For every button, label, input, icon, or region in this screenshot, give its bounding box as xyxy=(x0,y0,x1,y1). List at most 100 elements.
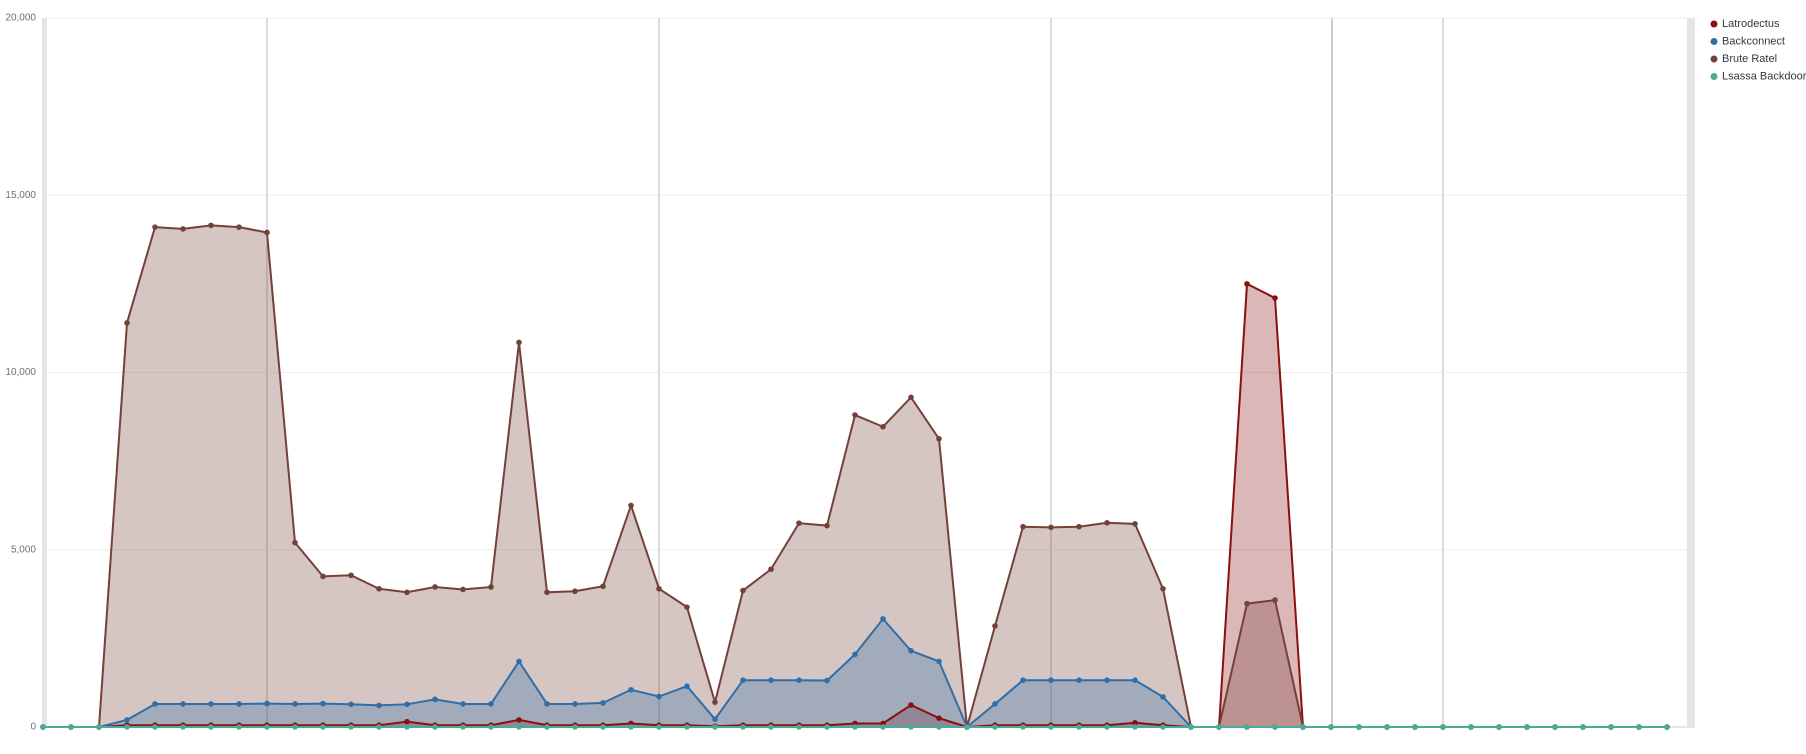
point xyxy=(600,700,606,706)
point xyxy=(236,224,242,230)
legend-marker xyxy=(1710,55,1718,63)
point xyxy=(1076,523,1082,530)
point xyxy=(1104,677,1110,684)
point xyxy=(404,589,410,596)
point xyxy=(936,715,942,721)
point xyxy=(992,623,998,629)
point xyxy=(628,502,634,509)
point xyxy=(1160,694,1166,700)
point xyxy=(964,724,970,730)
legend: Latrodectus Backconnect Brute Ratel Lsassa … xyxy=(1710,18,1806,82)
point xyxy=(544,589,550,596)
point xyxy=(180,701,186,707)
point xyxy=(824,677,830,684)
legend-label: Backconnect xyxy=(1722,35,1785,47)
point xyxy=(1216,724,1222,730)
point xyxy=(740,587,746,594)
point xyxy=(1132,724,1138,730)
legend-item[interactable]: Backconnect xyxy=(1710,35,1785,47)
legend-marker xyxy=(1710,20,1718,28)
point xyxy=(348,701,354,708)
y-tick-label: 0 xyxy=(30,722,36,733)
point xyxy=(572,701,578,707)
point xyxy=(208,724,214,730)
point xyxy=(824,724,830,730)
point xyxy=(1020,523,1026,530)
point xyxy=(908,724,914,730)
point xyxy=(1048,724,1054,730)
point xyxy=(40,724,46,730)
point xyxy=(320,573,326,580)
point xyxy=(236,701,242,707)
point xyxy=(1020,677,1026,684)
point xyxy=(180,226,186,232)
point xyxy=(572,588,578,595)
point xyxy=(600,724,606,730)
point xyxy=(1020,724,1026,730)
point xyxy=(488,701,494,707)
point xyxy=(264,724,270,730)
point xyxy=(1160,724,1166,730)
point xyxy=(152,724,158,730)
point xyxy=(656,693,662,700)
point xyxy=(936,724,942,730)
point xyxy=(936,435,942,442)
point xyxy=(1188,724,1194,730)
point xyxy=(796,520,802,526)
point xyxy=(1468,724,1474,730)
point xyxy=(572,724,578,730)
point xyxy=(124,320,130,326)
point xyxy=(768,566,774,573)
point xyxy=(404,718,410,725)
point xyxy=(124,724,130,730)
point xyxy=(712,716,718,723)
point xyxy=(1132,719,1138,726)
point xyxy=(320,724,326,730)
point xyxy=(796,677,802,684)
point xyxy=(880,616,886,622)
legend-item[interactable]: Lsassa Backdoor xyxy=(1710,70,1806,82)
point xyxy=(236,724,242,730)
legend-item[interactable]: Brute Ratel xyxy=(1710,53,1778,65)
legend-label: Lsassa Backdoor xyxy=(1722,70,1806,82)
point xyxy=(404,701,410,708)
point xyxy=(460,724,466,730)
point xyxy=(1664,724,1670,730)
point xyxy=(488,724,494,730)
point xyxy=(1272,295,1278,301)
point xyxy=(1244,281,1250,287)
point xyxy=(1496,724,1502,730)
point xyxy=(208,701,214,707)
point xyxy=(656,585,662,592)
point xyxy=(1608,724,1614,730)
point xyxy=(488,584,494,590)
point xyxy=(880,423,886,430)
point xyxy=(376,702,382,709)
y-tick-label: 5,000 xyxy=(11,544,36,555)
point xyxy=(992,724,998,730)
point xyxy=(264,700,270,707)
point xyxy=(684,724,690,730)
point xyxy=(712,724,718,730)
area xyxy=(43,225,1667,727)
point xyxy=(1104,724,1110,730)
point xyxy=(824,522,830,529)
point xyxy=(1384,724,1390,730)
point xyxy=(516,724,522,730)
area xyxy=(43,283,1667,727)
point xyxy=(852,412,858,418)
point xyxy=(1272,597,1278,603)
point xyxy=(404,724,410,730)
legend-label: Brute Ratel xyxy=(1722,53,1777,65)
point xyxy=(1132,521,1138,527)
point xyxy=(1132,677,1138,684)
point xyxy=(1048,524,1054,531)
point xyxy=(768,724,774,730)
y-tick-label: 15,000 xyxy=(5,190,36,201)
point xyxy=(460,701,466,707)
point xyxy=(684,683,690,690)
area xyxy=(43,618,1667,727)
legend-label: Latrodectus xyxy=(1722,18,1780,30)
legend-item[interactable]: Latrodectus xyxy=(1710,18,1780,30)
